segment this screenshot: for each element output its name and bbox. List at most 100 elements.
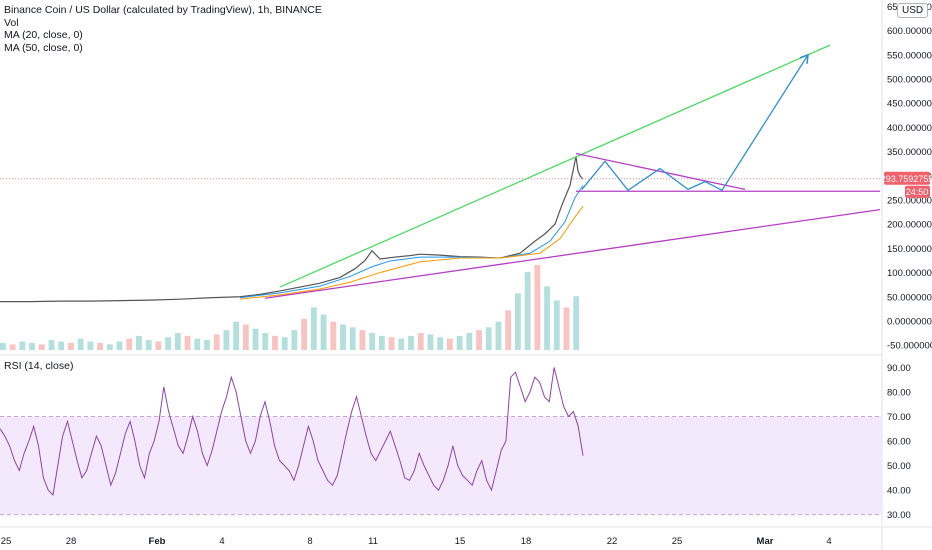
volume-bar: [262, 333, 269, 350]
volume-bar: [398, 338, 405, 350]
volume-bar: [19, 341, 26, 350]
price-tick-label: -50.0000000: [887, 341, 932, 352]
volume-bar: [456, 335, 463, 350]
volume-bar: [301, 318, 308, 350]
volume-bar: [330, 321, 337, 350]
volume-bar: [165, 337, 172, 350]
ma50-line: [239, 205, 584, 300]
time-tick-label: 11: [368, 536, 378, 547]
volume-bar: [77, 338, 84, 350]
price-tick-label: 350.0000000: [887, 147, 932, 158]
volume-bar: [106, 344, 113, 350]
rsi-tick-label: 30.00: [887, 510, 911, 521]
time-tick-label: 4: [219, 536, 224, 547]
volume-bar: [349, 327, 356, 350]
magenta-support-trendline: [264, 209, 881, 299]
volume-bar: [417, 333, 424, 350]
volume-bar: [553, 300, 560, 350]
volume-bar: [97, 342, 103, 350]
volume-bar: [563, 307, 570, 350]
volume-bar: [223, 330, 230, 350]
volume-bar: [136, 335, 142, 350]
price-tick-label: 550.0000000: [887, 50, 932, 61]
volume-bar: [68, 342, 74, 350]
time-tick-label: 15: [455, 536, 466, 547]
rsi-tick-label: 40.00: [887, 486, 911, 497]
price-tick-label: 500.0000000: [887, 75, 932, 86]
volume-bar: [388, 337, 395, 350]
time-tick-label: 25: [1, 536, 12, 547]
volume-bar: [544, 286, 550, 350]
price-tick-label: 200.0000000: [887, 220, 932, 231]
volume-bar: [213, 334, 220, 350]
volume-bar: [0, 342, 6, 350]
volume-bar: [252, 328, 259, 350]
magenta-descending-resistance: [575, 152, 746, 190]
volume-bar: [58, 341, 65, 350]
legend-symbol: Binance Coin / US Dollar (calculated by …: [4, 4, 322, 16]
countdown-text: 24:50: [906, 187, 929, 197]
time-tick-label: 4: [826, 536, 831, 547]
time-tick-label: 18: [521, 536, 532, 547]
rsi-tick-label: 80.00: [887, 387, 911, 398]
volume-bar: [194, 338, 201, 350]
price-tick-label: 100.0000000: [887, 268, 932, 279]
time-tick-label: Feb: [149, 536, 166, 547]
price-tick-label: 250.0000000: [887, 195, 932, 206]
last-price-text: 293.7592755: [881, 174, 932, 184]
volume-bar: [514, 293, 521, 350]
volume-bar: [174, 333, 181, 350]
time-tick-label: Mar: [757, 536, 774, 547]
legend-ma20: MA (20, close, 0): [4, 29, 83, 42]
rsi-legend: RSI (14, close): [4, 360, 74, 372]
volume-bar: [495, 321, 502, 350]
price-line: [0, 156, 584, 303]
last-price-badge: [884, 171, 930, 185]
volume-bar: [534, 265, 541, 350]
rsi-tick-label: 90.00: [887, 363, 911, 374]
volume-bar: [359, 330, 366, 350]
projection-path: [581, 54, 809, 192]
price-tick-label: 600.0000000: [887, 26, 932, 37]
volume-bar: [485, 327, 492, 350]
volume-bar: [233, 321, 240, 350]
volume-bar: [437, 337, 444, 350]
volume-bar: [476, 330, 482, 350]
volume-bar: [29, 342, 35, 350]
volume-bar: [408, 335, 414, 350]
volume-bar: [155, 341, 162, 350]
volume-bar: [340, 324, 346, 350]
time-tick-label: 28: [66, 536, 77, 547]
volume-bar: [281, 337, 288, 350]
volume-bar: [48, 340, 55, 350]
chart-legend: Binance Coin / US Dollar (calculated by …: [4, 4, 322, 54]
volume-bar: [446, 338, 453, 350]
volume-bar: [505, 310, 512, 350]
volume-bar: [320, 314, 327, 350]
volume-bar: [9, 344, 16, 350]
volume-bar: [184, 335, 191, 350]
volume-bar: [38, 344, 45, 350]
price-tick-label: 50.0000000: [887, 292, 932, 303]
rsi-tick-label: 70.00: [887, 412, 911, 423]
ma20-line: [239, 185, 584, 299]
rsi-tick-label: 50.00: [887, 461, 911, 472]
currency-badge[interactable]: USD: [897, 3, 929, 18]
volume-bar: [369, 333, 376, 350]
rsi-line: [0, 367, 584, 497]
volume-bar: [145, 340, 152, 350]
volume-bar: [466, 333, 473, 350]
time-tick-label: 25: [672, 536, 683, 547]
legend-ma50: MA (50, close, 0): [4, 41, 83, 54]
volume-bar: [291, 330, 298, 350]
green-trendline: [279, 44, 831, 288]
projection-arrowhead: [799, 53, 809, 64]
volume-bar: [427, 334, 434, 350]
price-tick-label: 400.0000000: [887, 123, 932, 134]
volume-bar: [87, 341, 94, 350]
price-tick-label: 0.0000000: [887, 316, 932, 327]
volume-bar: [524, 272, 531, 350]
volume-bar: [573, 296, 580, 350]
